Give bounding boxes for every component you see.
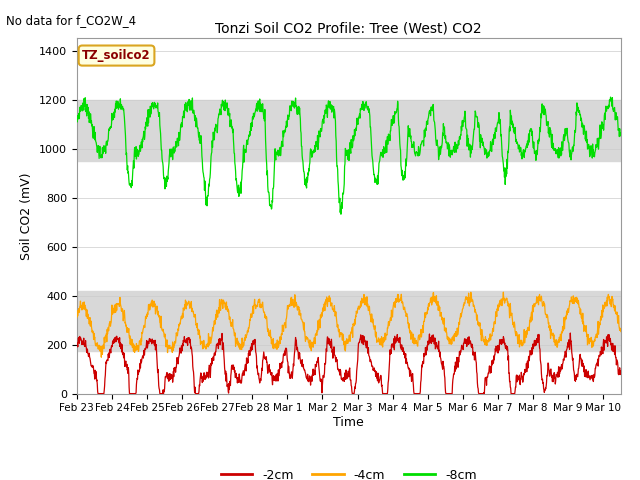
Text: TZ_soilco2: TZ_soilco2 [82, 49, 151, 62]
Bar [77, 100, 621, 161]
Bar [77, 291, 621, 351]
X-axis label: Time: Time [333, 416, 364, 429]
Y-axis label: Soil CO2 (mV): Soil CO2 (mV) [20, 172, 33, 260]
Text: No data for f_CO2W_4: No data for f_CO2W_4 [6, 14, 136, 27]
Legend: -2cm, -4cm, -8cm: -2cm, -4cm, -8cm [216, 464, 482, 480]
Title: Tonzi Soil CO2 Profile: Tree (West) CO2: Tonzi Soil CO2 Profile: Tree (West) CO2 [216, 22, 482, 36]
